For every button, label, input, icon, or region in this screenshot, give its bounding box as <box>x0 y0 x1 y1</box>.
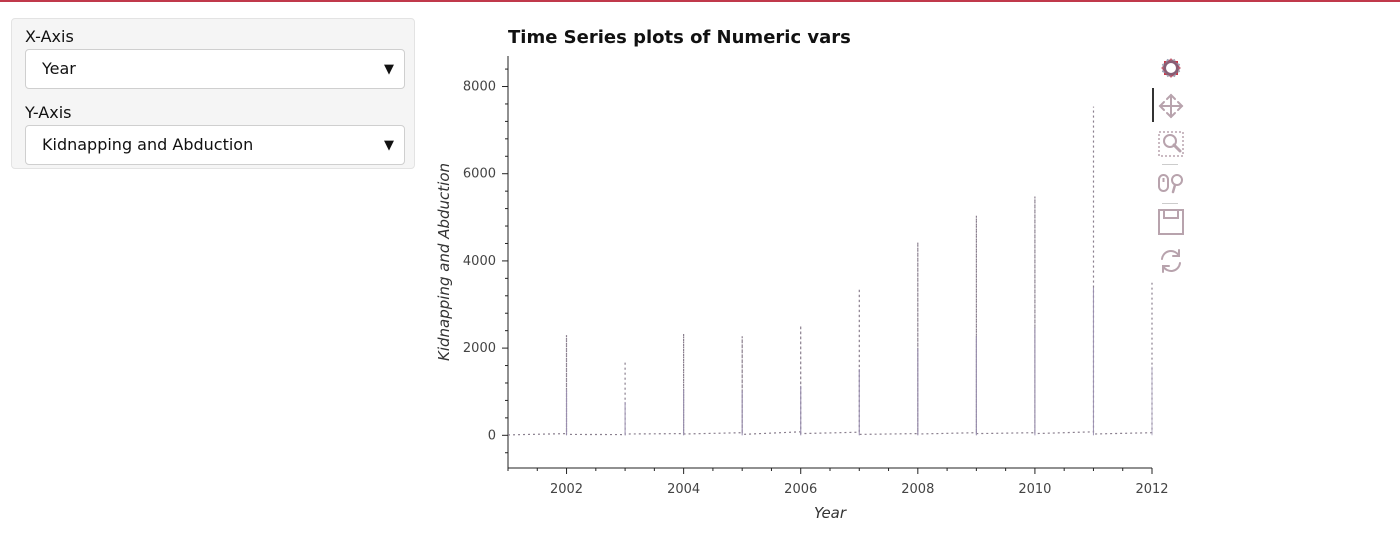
active-tool-indicator <box>1152 88 1154 122</box>
series-line <box>507 106 1153 436</box>
wheel-zoom-icon[interactable] <box>1156 168 1186 198</box>
y-tick-label: 2000 <box>463 341 496 356</box>
y-axis-label: Y-Axis <box>25 103 72 122</box>
y-axis-selected-value: Kidnapping and Abduction <box>42 135 254 154</box>
x-tick-label: 2002 <box>550 482 583 497</box>
chart-toolbar <box>1152 50 1188 290</box>
axis-controls-panel: X-Axis Year ▼ Y-Axis Kidnapping and Abdu… <box>11 18 415 169</box>
y-tick-label: 4000 <box>463 254 496 269</box>
x-tick-label: 2006 <box>784 482 817 497</box>
top-accent-border <box>0 0 1400 2</box>
y-tick-label: 8000 <box>463 80 496 95</box>
x-tick-label: 2008 <box>901 482 934 497</box>
y-tick-label: 6000 <box>463 167 496 182</box>
axes: 0 2000 4000 6000 8000 2002 2004 2006 2008 2010 201… <box>463 56 1169 497</box>
x-tick-label: 2004 <box>667 482 700 497</box>
save-icon[interactable] <box>1156 207 1186 237</box>
y-tick-label: 0 <box>488 428 496 443</box>
toolbar-divider <box>1162 203 1178 204</box>
chevron-down-icon: ▼ <box>384 62 394 77</box>
x-axis-selected-value: Year <box>42 59 76 78</box>
toolbar-divider <box>1162 164 1178 165</box>
chevron-down-icon: ▼ <box>384 138 394 153</box>
bokeh-logo-icon[interactable] <box>1156 53 1186 83</box>
x-tick-label: 2010 <box>1018 482 1051 497</box>
y-axis-select[interactable]: Kidnapping and Abduction ▼ <box>25 125 405 165</box>
x-tick-label: 2012 <box>1135 482 1168 497</box>
x-axis-label: X-Axis <box>25 27 74 46</box>
chart-title: Time Series plots of Numeric vars <box>508 27 851 48</box>
box-zoom-icon[interactable] <box>1156 129 1186 159</box>
reset-icon[interactable] <box>1156 246 1186 276</box>
series-group <box>507 106 1153 436</box>
x-axis-title: Year <box>814 504 847 522</box>
pan-icon[interactable] <box>1156 91 1186 121</box>
x-axis-select[interactable]: Year ▼ <box>25 49 405 89</box>
y-axis-title: Kidnapping and Abduction <box>435 163 453 361</box>
